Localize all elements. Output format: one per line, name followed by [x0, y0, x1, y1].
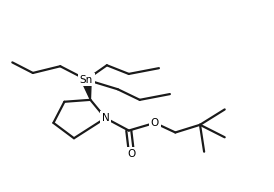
Text: O: O	[127, 149, 136, 159]
Text: N: N	[102, 113, 109, 123]
Polygon shape	[81, 79, 91, 100]
Text: Sn: Sn	[80, 75, 93, 85]
Text: O: O	[151, 118, 159, 128]
